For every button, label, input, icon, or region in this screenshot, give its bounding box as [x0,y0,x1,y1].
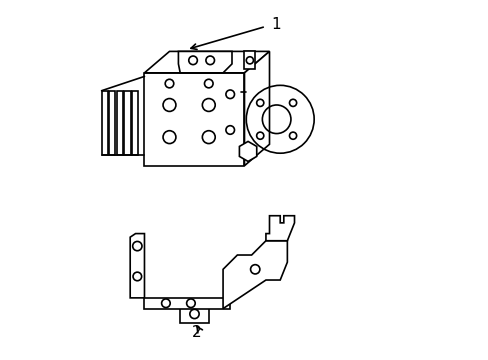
Polygon shape [244,51,269,166]
Polygon shape [102,91,108,155]
Polygon shape [144,298,230,309]
Polygon shape [124,91,130,155]
Polygon shape [109,91,115,155]
Polygon shape [144,51,269,73]
Polygon shape [265,216,294,241]
Polygon shape [117,91,123,155]
Polygon shape [239,141,256,161]
Polygon shape [178,51,231,73]
Polygon shape [180,305,208,323]
Polygon shape [244,51,255,69]
Polygon shape [130,234,144,298]
Polygon shape [132,91,138,155]
Polygon shape [144,73,244,166]
Text: 1: 1 [271,17,280,32]
Text: 2: 2 [191,325,201,341]
Polygon shape [223,241,287,309]
